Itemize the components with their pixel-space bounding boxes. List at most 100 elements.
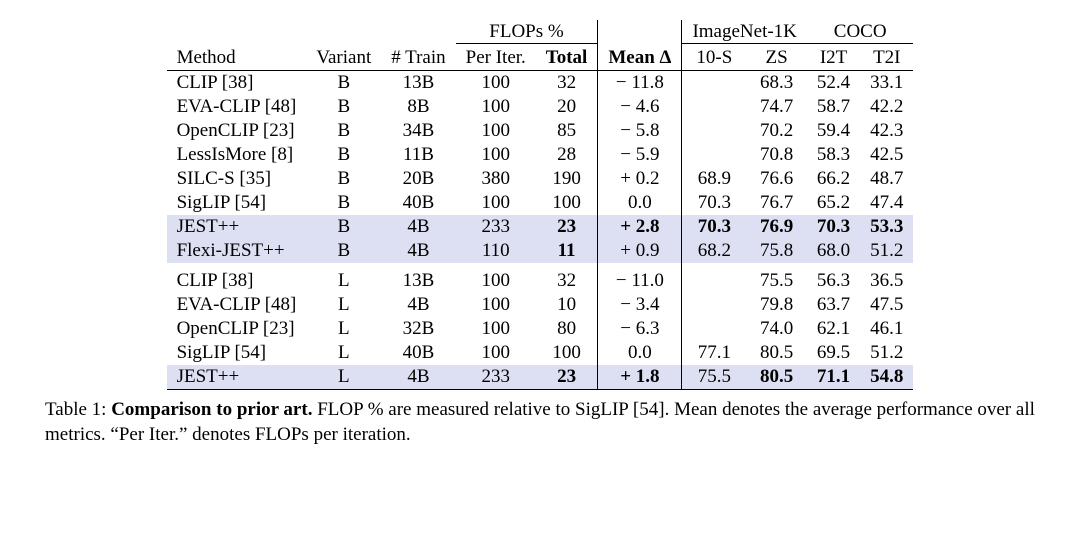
cell-method: CLIP [38] [167,269,307,293]
cell-t2i: 51.2 [860,239,913,263]
cell-t2i: 53.3 [860,215,913,239]
cell-variant: B [306,167,381,191]
cell-i2t: 58.7 [807,95,860,119]
cell-i2t: 66.2 [807,167,860,191]
cell-i2t: 68.0 [807,239,860,263]
cell-total: 23 [536,215,598,239]
cell-zs: 74.0 [746,317,807,341]
cell-i2t: 58.3 [807,143,860,167]
cell-method: Flexi-JEST++ [167,239,307,263]
cell-per_iter: 380 [456,167,536,191]
cell-variant: L [306,365,381,390]
cell-method: SILC-S [35] [167,167,307,191]
col-10s: 10-S [682,46,746,71]
coco-group-label: COCO [807,20,914,44]
table-row: SigLIP [54]B40B1001000.070.376.765.247.4 [167,191,914,215]
cell-train: 40B [381,191,455,215]
imagenet-group-label: ImageNet-1K [682,20,807,44]
cell-per_iter: 100 [456,341,536,365]
cell-per_iter: 233 [456,365,536,390]
cell-zs: 70.8 [746,143,807,167]
cell-total: 20 [536,95,598,119]
cell-variant: B [306,239,381,263]
table-row: JEST++B4B23323+ 2.870.376.970.353.3 [167,215,914,239]
cell-per_iter: 233 [456,215,536,239]
cell-zs: 74.7 [746,95,807,119]
cell-zs: 70.2 [746,119,807,143]
cell-per_iter: 100 [456,317,536,341]
caption-title: Comparison to prior art. [111,399,312,420]
cell-method: EVA-CLIP [48] [167,293,307,317]
cell-variant: B [306,215,381,239]
col-t2i: T2I [860,46,913,71]
cell-zs: 79.8 [746,293,807,317]
cell-t2i: 42.3 [860,119,913,143]
cell-i2t: 65.2 [807,191,860,215]
cell-variant: B [306,143,381,167]
table-row: JEST++L4B23323+ 1.875.580.571.154.8 [167,365,914,390]
cell-total: 100 [536,341,598,365]
cell-per_iter: 100 [456,71,536,96]
cell-ten_s [682,269,746,293]
cell-t2i: 33.1 [860,71,913,96]
flops-group-label: FLOPs % [456,20,598,44]
cell-variant: L [306,317,381,341]
cell-zs: 76.9 [746,215,807,239]
cell-method: OpenCLIP [23] [167,317,307,341]
cell-zs: 75.5 [746,269,807,293]
cell-ten_s: 70.3 [682,191,746,215]
cell-mean: + 0.9 [598,239,682,263]
cell-total: 190 [536,167,598,191]
cell-method: LessIsMore [8] [167,143,307,167]
cell-method: JEST++ [167,215,307,239]
col-zs: ZS [746,46,807,71]
table-row: SILC-S [35]B20B380190+ 0.268.976.666.248… [167,167,914,191]
cell-i2t: 59.4 [807,119,860,143]
table-row: EVA-CLIP [48]L4B10010− 3.479.863.747.5 [167,293,914,317]
cell-per_iter: 100 [456,119,536,143]
table-row: Flexi-JEST++B4B11011+ 0.968.275.868.051.… [167,239,914,263]
cell-mean: + 0.2 [598,167,682,191]
cell-zs: 80.5 [746,365,807,390]
cell-train: 34B [381,119,455,143]
cell-method: JEST++ [167,365,307,390]
cell-t2i: 46.1 [860,317,913,341]
cell-variant: L [306,293,381,317]
cell-t2i: 47.5 [860,293,913,317]
cell-mean: − 6.3 [598,317,682,341]
column-header-row: Method Variant # Train Per Iter. Total M… [167,46,914,71]
cell-total: 10 [536,293,598,317]
cell-ten_s: 70.3 [682,215,746,239]
cell-mean: − 4.6 [598,95,682,119]
cell-train: 4B [381,215,455,239]
cell-ten_s: 68.9 [682,167,746,191]
cell-i2t: 56.3 [807,269,860,293]
cell-mean: + 2.8 [598,215,682,239]
table-row: OpenCLIP [23]L32B10080− 6.374.062.146.1 [167,317,914,341]
cell-total: 23 [536,365,598,390]
cell-mean: − 11.0 [598,269,682,293]
cell-i2t: 69.5 [807,341,860,365]
cell-total: 32 [536,269,598,293]
cell-mean: 0.0 [598,341,682,365]
cell-method: OpenCLIP [23] [167,119,307,143]
col-per-iter: Per Iter. [456,46,536,71]
table-row: CLIP [38]B13B10032− 11.868.352.433.1 [167,71,914,96]
cell-train: 20B [381,167,455,191]
cell-t2i: 42.2 [860,95,913,119]
cell-ten_s: 75.5 [682,365,746,390]
cell-train: 8B [381,95,455,119]
cell-train: 32B [381,317,455,341]
table-row: EVA-CLIP [48]B8B10020− 4.674.758.742.2 [167,95,914,119]
cell-mean: 0.0 [598,191,682,215]
table-row: OpenCLIP [23]B34B10085− 5.870.259.442.3 [167,119,914,143]
col-train: # Train [381,46,455,71]
cell-ten_s: 77.1 [682,341,746,365]
cell-total: 11 [536,239,598,263]
cell-t2i: 48.7 [860,167,913,191]
cell-mean: − 11.8 [598,71,682,96]
table-row: CLIP [38]L13B10032− 11.075.556.336.5 [167,269,914,293]
cell-total: 80 [536,317,598,341]
cell-ten_s [682,71,746,96]
results-table: FLOPs % ImageNet-1K COCO Method Variant … [167,20,914,390]
